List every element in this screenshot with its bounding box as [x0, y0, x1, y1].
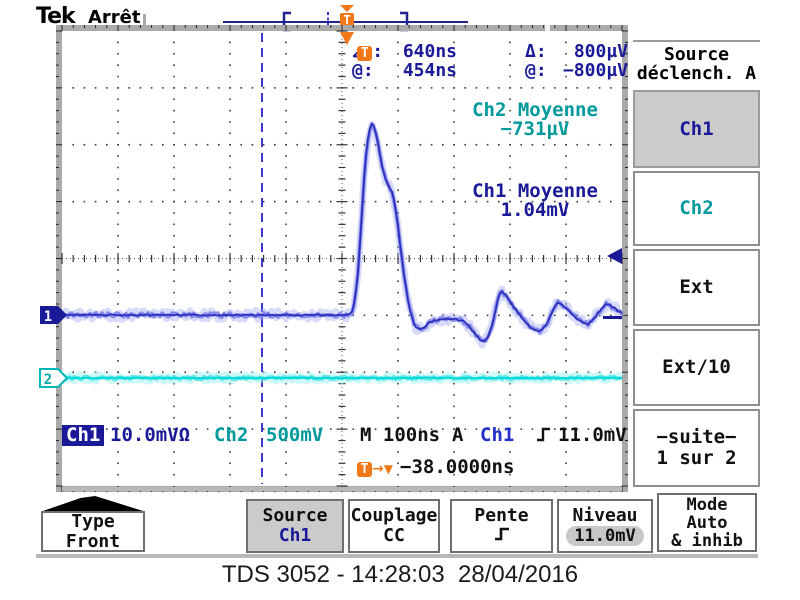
- at-t-value: 454ns: [402, 60, 457, 81]
- delta-v-label: Δ:: [525, 41, 547, 62]
- svg-text:1: 1: [44, 309, 52, 325]
- menu-button-couplage[interactable]: Couplage CC: [348, 499, 440, 553]
- sidebar-button-ext[interactable]: Ext: [633, 249, 760, 326]
- trigger-t-icon: T: [357, 46, 373, 61]
- display-bottom-strip: [62, 487, 622, 491]
- ch1-badge: Ch1: [62, 425, 105, 446]
- menu-button-label: Couplage: [350, 505, 438, 526]
- menu-button-label: Auto: [686, 512, 728, 533]
- sidebar-button-ch2[interactable]: Ch2: [633, 171, 760, 246]
- sidebar-button-label: −suite−: [656, 426, 737, 448]
- menu-button-mode[interactable]: Mode Auto & inhib: [657, 493, 757, 552]
- header-divider: [143, 14, 146, 30]
- tek-logo: Tek: [36, 4, 76, 29]
- ch2-scale: 500mV: [266, 424, 324, 446]
- arrow-right-icon: →: [372, 461, 384, 477]
- at-t-label: @:: [352, 60, 374, 81]
- arrow-down-icon: ▼: [383, 462, 393, 476]
- sidebar-button-ext-10[interactable]: Ext/10: [633, 329, 760, 406]
- trigger-source: Ch1: [480, 424, 515, 446]
- menu-button-label: Pente: [474, 504, 529, 526]
- menu-button-label: Front: [65, 530, 121, 552]
- ch1-mean-value: 1.04mV: [500, 199, 570, 221]
- flat-triangle-icon: [41, 494, 145, 516]
- menu-button-label: & inhib: [671, 530, 743, 551]
- menu-button-type[interactable]: Type Front: [41, 511, 145, 552]
- svg-text:T: T: [343, 13, 350, 27]
- menu-button-niveau[interactable]: Niveau 11.0mV: [557, 499, 653, 553]
- ch2-mean-label: Ch2 Moyenne: [472, 99, 598, 121]
- timebase: M 100ns: [360, 424, 441, 446]
- menu-button-label: Mode: [686, 494, 728, 515]
- sidebar-title-line: Source: [663, 44, 730, 65]
- sidebar-button-label: Ch1: [679, 117, 714, 140]
- menu-button-label: CC: [383, 525, 405, 546]
- sidebar-title-line: déclench. A: [636, 63, 757, 84]
- trigger-delay-icon: T →▼: [357, 458, 393, 477]
- rising-edge-icon: [535, 426, 552, 447]
- trigger-delay-value: −38.0000ns: [400, 456, 515, 478]
- at-v-label: @:: [525, 60, 547, 81]
- menu-button-label: Source: [262, 505, 328, 526]
- trigger-t-icon: T: [357, 462, 372, 477]
- sidebar-button--suite-[interactable]: −suite− 1 sur 2: [633, 409, 760, 487]
- acquisition-status: Arrêt: [88, 7, 141, 28]
- ch1-mean-readout: Ch1 Moyenne 1.04mV: [440, 182, 630, 220]
- rising-edge-icon: [492, 526, 512, 547]
- trigger-mode: A: [452, 424, 464, 446]
- model-timestamp-caption: TDS 3052 - 14:28:03 28/04/2016: [221, 561, 579, 588]
- ch1-scale: 10.0mVΩ: [110, 424, 191, 446]
- sidebar-button-label: Ext/10: [662, 356, 731, 378]
- ch1-mean-label: Ch1 Moyenne: [472, 180, 598, 202]
- at-v-value: −800µV: [562, 60, 628, 81]
- ch2-mean-value: −731µV: [500, 118, 570, 140]
- menu-button-label: Niveau: [572, 505, 638, 526]
- svg-text:2: 2: [44, 372, 52, 388]
- menu-button-label: Ch1: [278, 525, 312, 546]
- sidebar-title: Source déclench. A: [633, 40, 760, 83]
- delta-t-label: ⊿T:: [351, 42, 383, 62]
- ch2-label: Ch2: [214, 424, 249, 446]
- trigger-level-pill: 11.0mV: [566, 526, 644, 546]
- sidebar-button-label: Ch2: [679, 197, 714, 219]
- delta-t-value: 640ns: [402, 41, 457, 62]
- sidebar-button-label: Ext: [679, 276, 714, 298]
- ch2-mean-readout: Ch2 Moyenne −731µV: [440, 101, 630, 139]
- delta-v-value: 800µV: [573, 41, 628, 62]
- sidebar-button-label: 1 sur 2: [656, 447, 737, 469]
- sidebar-button-ch1[interactable]: Ch1: [633, 90, 760, 168]
- menu-button-label: Type: [71, 510, 115, 532]
- menu-bottom-strip: [36, 554, 758, 558]
- menu-button-source[interactable]: Source Ch1: [246, 499, 344, 553]
- trigger-level: 11.0mV: [558, 424, 627, 446]
- menu-button-pente[interactable]: Pente: [450, 499, 553, 553]
